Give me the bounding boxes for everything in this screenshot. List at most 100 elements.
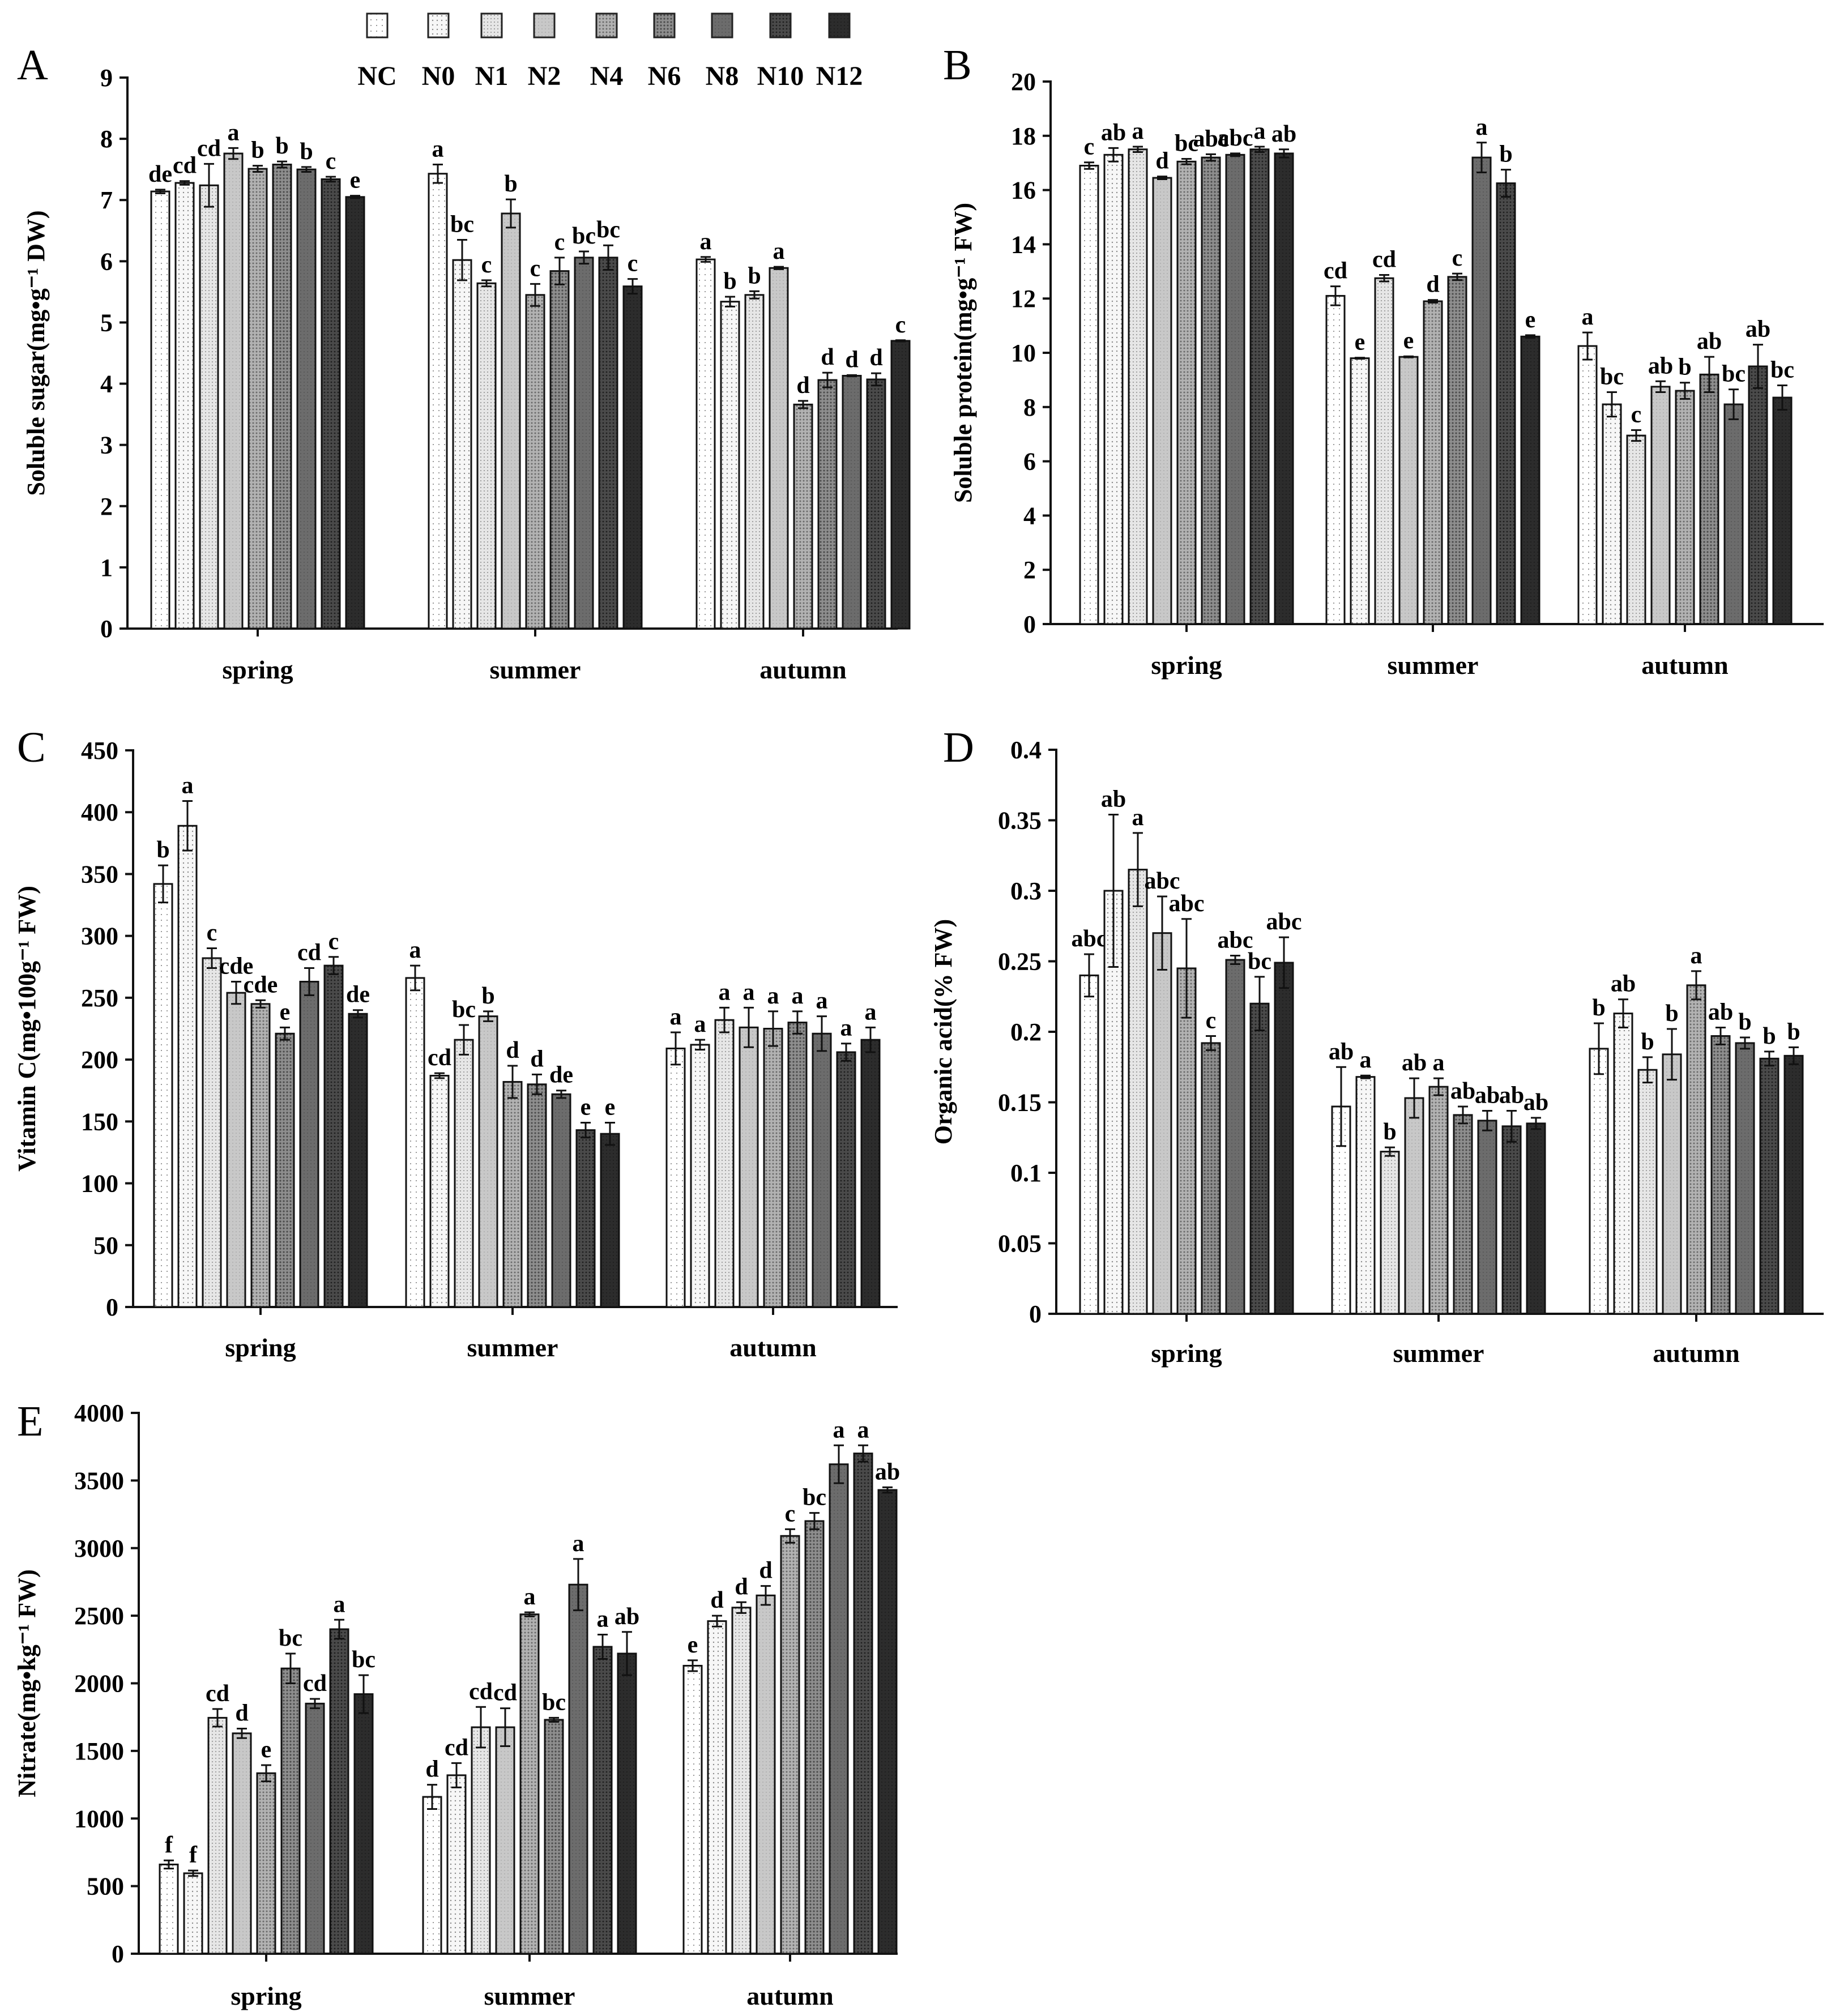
bar-summer-N8 — [1477, 1120, 1497, 1315]
bar-summer-NC — [1325, 294, 1346, 625]
y-axis-label: Organic acid(% FW) — [929, 919, 957, 1144]
bar-spring-N1 — [1128, 869, 1148, 1315]
significance-label: a — [694, 1011, 706, 1037]
bar-autumn-N1 — [1637, 1069, 1658, 1315]
significance-label: de — [346, 982, 370, 1008]
significance-label: c — [326, 148, 336, 174]
y-tick-label: 3 — [100, 432, 113, 459]
significance-label: d — [1155, 148, 1168, 174]
significance-label: d — [506, 1037, 519, 1063]
legend-swatch-N6 — [653, 12, 676, 39]
bar-summer-N6 — [544, 1719, 564, 1955]
significance-label: a — [1691, 943, 1702, 969]
y-tick-label: 0 — [106, 1293, 118, 1321]
significance-label: e — [605, 1095, 616, 1121]
legend: NC N0 N1 N2 N4 N6 N8 N10 N12 — [357, 12, 863, 91]
y-tick-label: 6 — [1023, 448, 1036, 476]
bar-summer-N8 — [574, 257, 594, 630]
significance-label: bc — [279, 1625, 302, 1651]
bar-autumn-N8 — [1735, 1042, 1755, 1315]
significance-label: bc — [1770, 357, 1794, 383]
bar-spring-N12 — [1274, 152, 1294, 625]
bar-summer-N2 — [1404, 1097, 1424, 1315]
x-tick-label-autumn: autumn — [746, 1981, 833, 2010]
significance-label: b — [1383, 1119, 1396, 1145]
bar-summer-N12 — [600, 1133, 620, 1308]
bar-spring-N8 — [1225, 959, 1245, 1315]
significance-label: b — [1763, 1023, 1776, 1049]
significance-label: cd — [173, 153, 197, 179]
bar-spring-N1 — [1128, 148, 1148, 625]
significance-label: ab — [1271, 121, 1296, 147]
x-tick-label-spring: spring — [1151, 651, 1222, 680]
y-tick-label: 350 — [81, 860, 118, 888]
significance-label: a — [432, 136, 444, 163]
legend-label-N10: N10 — [757, 61, 804, 91]
significance-label: c — [207, 920, 217, 946]
bar-summer-N12 — [617, 1652, 637, 1955]
bar-summer-N10 — [1496, 182, 1516, 625]
bar-autumn-N4 — [763, 1028, 783, 1308]
significance-label: b — [1665, 1001, 1678, 1027]
significance-label: abc — [1193, 126, 1229, 152]
significance-label: a — [840, 1015, 852, 1041]
bar-summer-N1 — [476, 282, 497, 630]
legend-label-N0: N0 — [422, 61, 455, 91]
significance-label: bc — [352, 1647, 375, 1673]
legend-swatch-N1 — [480, 12, 503, 39]
bar-spring-N1 — [207, 1716, 228, 1955]
significance-label: b — [1499, 142, 1512, 168]
bar-autumn-N6 — [1710, 1035, 1731, 1315]
significance-label: ab — [1101, 787, 1126, 813]
y-tick-label: 300 — [81, 922, 118, 950]
legend-swatch-N10 — [769, 12, 792, 39]
significance-label: e — [1403, 328, 1414, 354]
bar-summer-N0 — [1350, 357, 1370, 625]
bar-summer-N0 — [446, 1774, 467, 1955]
significance-label: e — [688, 1632, 698, 1658]
bar-autumn-N4 — [793, 403, 813, 630]
significance-label: a — [334, 1591, 345, 1617]
significance-label: ab — [1499, 1082, 1524, 1108]
significance-label: a — [573, 1531, 584, 1557]
significance-label: d — [796, 373, 809, 399]
bar-autumn-N4 — [1675, 390, 1695, 625]
significance-label: abc — [1072, 926, 1107, 952]
significance-label: d — [235, 1700, 248, 1726]
bar-spring-N10 — [321, 178, 341, 630]
y-tick-label: 200 — [81, 1046, 118, 1074]
significance-label: bc — [452, 997, 476, 1023]
significance-label: a — [1132, 118, 1144, 144]
bar-spring-N12 — [1274, 962, 1294, 1315]
significance-label: bc — [803, 1485, 826, 1511]
legend-swatch-N2 — [533, 12, 556, 39]
bar-summer-N1 — [454, 1039, 474, 1308]
y-tick-label: 14 — [1011, 230, 1036, 258]
y-tick-label: 400 — [81, 798, 118, 826]
legend-label-NC: NC — [357, 61, 396, 91]
bar-summer-N10 — [575, 1129, 596, 1308]
significance-label: b — [300, 139, 313, 165]
bar-spring-NC — [153, 883, 173, 1308]
significance-label: a — [857, 1417, 869, 1443]
x-tick-label-summer: summer — [1393, 1339, 1484, 1368]
panel-E: E 0 500 1000 1500 2000 2500 3000 3500 4000 Nitrate… — [13, 1398, 900, 2010]
bar-autumn-N0 — [1613, 1013, 1633, 1315]
significance-label: c — [1206, 1007, 1217, 1033]
bar-spring-N4 — [247, 168, 268, 630]
significance-label: d — [759, 1558, 772, 1584]
y-tick-label: 4000 — [74, 1399, 124, 1427]
bar-summer-N1 — [1374, 277, 1394, 625]
significance-label: b — [156, 837, 169, 863]
significance-label: e — [1355, 330, 1365, 356]
significance-label: bc — [572, 223, 596, 249]
significance-label: cd — [1324, 258, 1347, 284]
bar-summer-N12 — [622, 285, 643, 630]
bar-spring-N8 — [305, 1702, 325, 1955]
legend-label-N8: N8 — [706, 61, 739, 91]
y-tick-label: 0 — [1029, 1300, 1042, 1328]
bar-autumn-N10 — [1748, 365, 1768, 625]
bar-summer-N8 — [568, 1583, 588, 1955]
significance-label: ab — [1329, 1039, 1354, 1065]
